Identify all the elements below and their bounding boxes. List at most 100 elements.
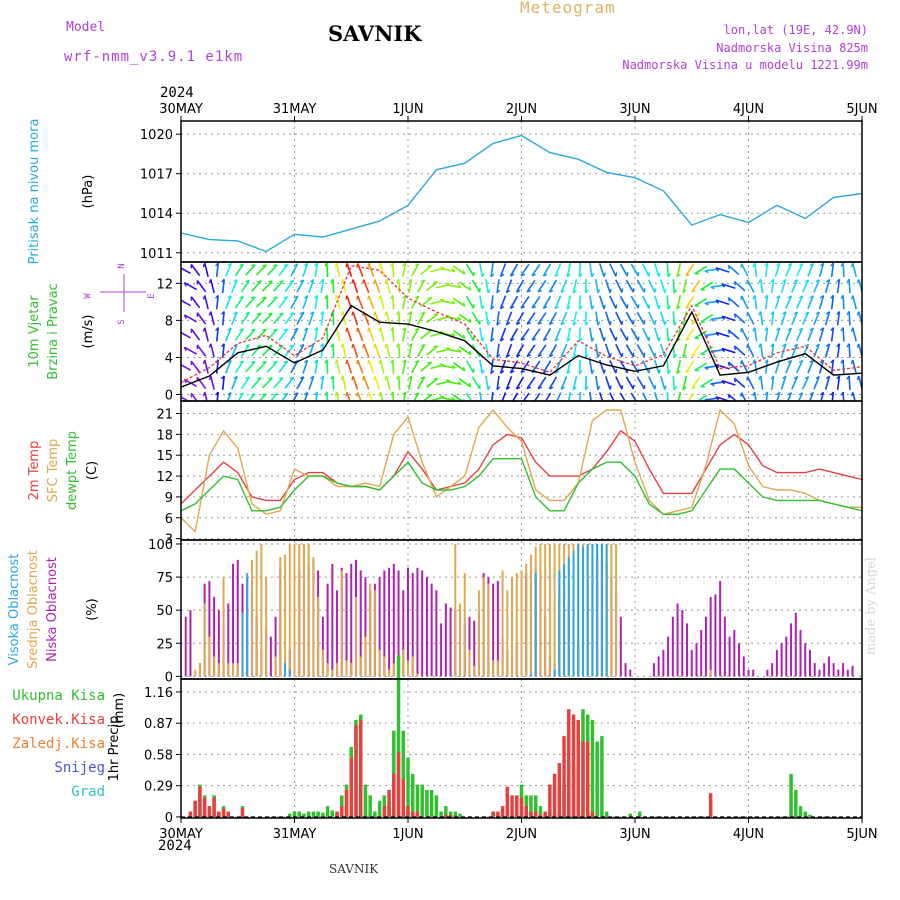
wind-arrow-head (420, 311, 425, 315)
bar-mid_cloud (203, 603, 206, 677)
wind-arrow-head (549, 386, 554, 390)
bar-low_cloud (392, 563, 395, 677)
wind-arrow-head (506, 289, 511, 294)
wind-arrow (190, 360, 201, 373)
bar-conv_precip (510, 795, 514, 817)
wind-arrow-head (239, 295, 244, 299)
wind-arrow (615, 376, 623, 390)
wind-arrow-head (554, 338, 559, 342)
wind-arrow-head (676, 370, 681, 375)
bar-low_cloud (686, 623, 689, 677)
wind-arrow (314, 327, 319, 342)
wind-arrow-head (825, 311, 830, 315)
wind-arrow-head (462, 270, 466, 275)
wind-arrow (196, 376, 207, 389)
wind-arrow (830, 262, 835, 278)
wind-arrow-head (233, 375, 238, 380)
wind-arrow-head (500, 273, 505, 278)
wind-arrow (753, 391, 757, 401)
bar-low_cloud (421, 570, 424, 677)
wind-arrow (352, 311, 359, 326)
y-axis-title: Visoka Oblacnost (7, 554, 22, 666)
bar-conv_precip (396, 752, 401, 817)
bar-mid_cloud (416, 673, 419, 677)
wind-arrow-head (658, 272, 661, 277)
wind-arrow (379, 359, 385, 374)
bar-low_cloud (695, 643, 698, 677)
wind-arrow-head (414, 360, 419, 364)
wind-arrow (578, 262, 582, 278)
wind-arrow-head (682, 289, 687, 294)
wind-arrow-head (245, 376, 250, 380)
bar-total_precip (529, 795, 533, 817)
wind-arrow-head (324, 359, 328, 364)
bar-total_precip (306, 811, 311, 817)
wind-arrow-head (809, 359, 814, 364)
bar-mid_cloud (477, 590, 480, 677)
wind-arrow (296, 344, 305, 358)
wind-arrow (290, 263, 299, 277)
wind-arrow-head (451, 300, 456, 305)
wind-arrow (356, 263, 364, 277)
wind-arrow (273, 377, 284, 389)
bar-conv_precip (519, 797, 524, 817)
wind-arrow-head (560, 386, 565, 390)
wind-arrow-head (178, 363, 180, 367)
wind-arrow (342, 375, 347, 390)
bar-conv_precip (557, 763, 562, 817)
bar-total_precip (396, 655, 401, 817)
bar-mid_cloud (553, 543, 556, 677)
wind-arrow (496, 375, 500, 390)
y-axis-unit: (mm) (112, 693, 127, 728)
wind-arrow-head (233, 311, 238, 315)
bar-high_cloud (567, 557, 570, 677)
bar-high_cloud (288, 669, 291, 677)
wind-arrow-head (615, 304, 618, 309)
wind-arrow (824, 375, 831, 390)
y-tick-label: 1011 (140, 247, 173, 262)
wind-arrow-head (490, 370, 495, 375)
wind-arrow-head (340, 278, 344, 284)
y-tick-label: 8 (165, 314, 173, 329)
wind-arrow-head (537, 289, 543, 293)
wind-arrow-head (390, 262, 394, 267)
wind-arrow-head (500, 338, 505, 342)
wind-arrow-head (840, 391, 844, 396)
wind-arrow (560, 311, 568, 326)
wind-arrow (770, 279, 775, 294)
wind-arrows (178, 262, 862, 406)
wind-arrow-head (733, 313, 737, 318)
wind-arrow-head (621, 352, 624, 358)
wind-arrow-head (592, 402, 594, 406)
wind-arrow-head (373, 376, 376, 381)
wind-arrow-head (511, 403, 515, 405)
wind-arrow (548, 311, 558, 325)
wind-arrow-head (345, 359, 348, 365)
bar-conv_precip (581, 741, 585, 817)
wind-arrow (619, 263, 629, 277)
wind-arrow (509, 295, 519, 309)
wind-arrow (221, 279, 225, 294)
wind-arrow-head (804, 343, 809, 347)
wind-arrow-head (178, 267, 180, 271)
wind-arrow-head (682, 354, 687, 358)
wind-arrow-head (330, 343, 334, 348)
bar-mid_cloud (208, 636, 211, 677)
wind-arrow-head (715, 364, 720, 369)
wind-arrow (374, 376, 381, 390)
wind-arrow (315, 391, 319, 401)
wind-arrow-head (685, 273, 690, 277)
y-tick-label: 100 (148, 538, 173, 553)
wind-arrow-head (378, 391, 382, 397)
wind-arrow-head (178, 299, 180, 303)
wind-arrow (471, 279, 481, 293)
wind-arrow-head (673, 321, 677, 326)
bar-low_cloud (790, 623, 793, 677)
panel-pressure: 1011 1014 1017 1020 Pritisak na nivou mora (h… (27, 119, 863, 264)
wind-arrow-head (239, 392, 244, 396)
bar-total_precip (458, 813, 462, 817)
wind-arrow (290, 328, 299, 341)
wind-arrow-head (303, 295, 309, 299)
wind-arrow (830, 295, 835, 310)
x-tick-label-top: 3JUN (619, 102, 650, 117)
